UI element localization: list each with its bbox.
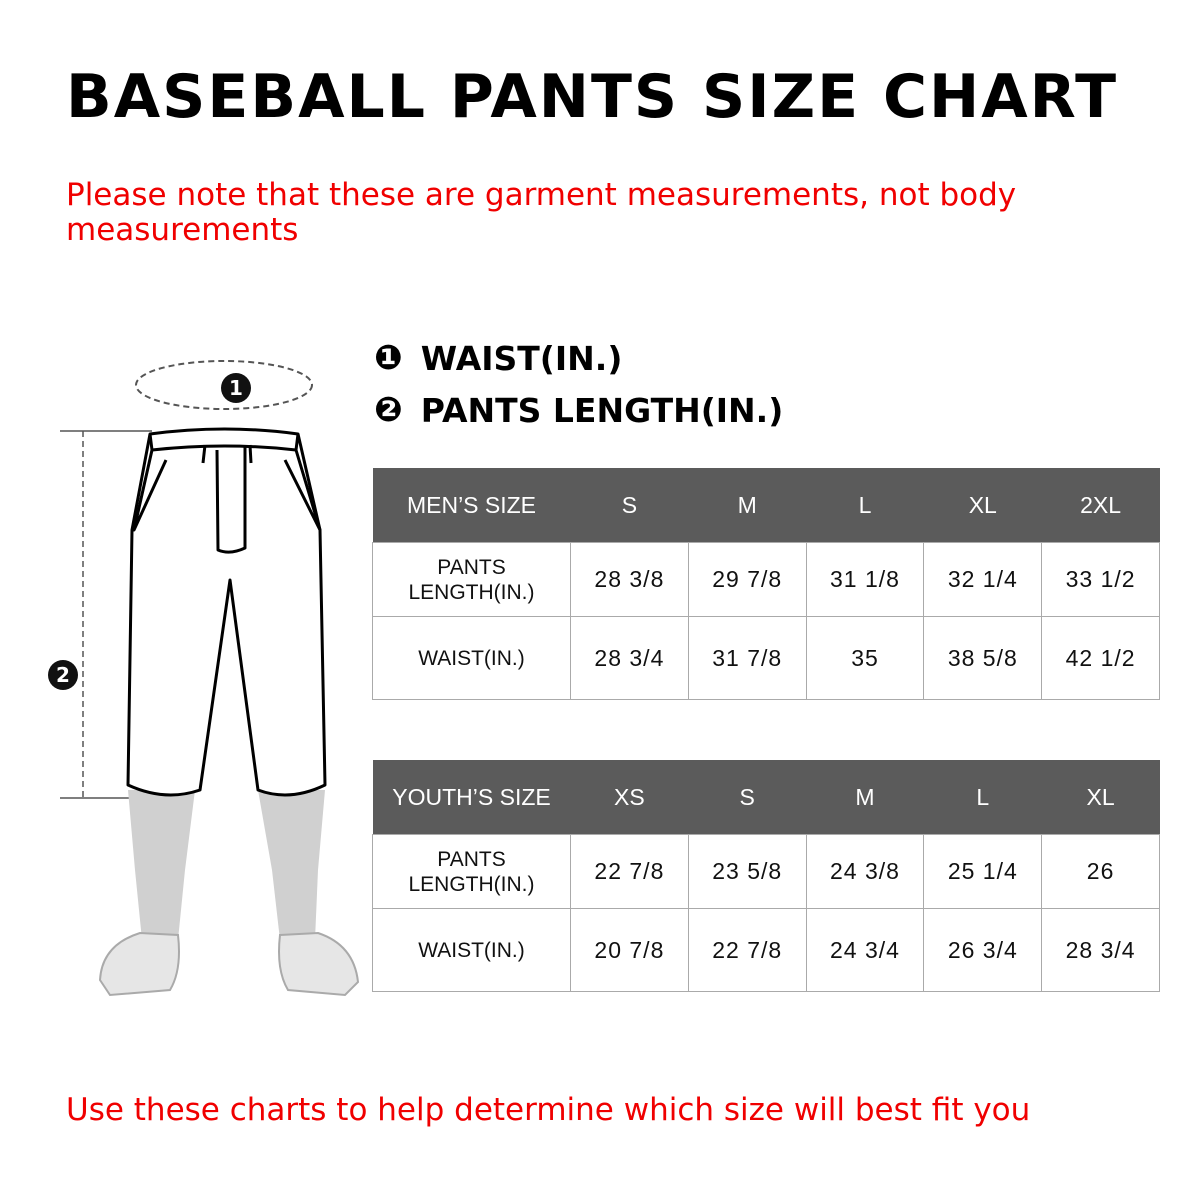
table-cell: 22 7/8 — [570, 834, 689, 909]
table-cell: 33 1/2 — [1041, 542, 1160, 617]
garment-note: Please note that these are garment measu… — [66, 177, 1017, 248]
table-row: WAIST(IN.) 20 7/8 22 7/8 24 3/4 26 3/4 2… — [372, 908, 1160, 992]
header-cell: XL — [1041, 760, 1160, 835]
legend-length: ❷ PANTS LENGTH(IN.) — [374, 390, 783, 430]
marker-2-label: 2 — [56, 663, 70, 687]
table-cell: 35 — [805, 616, 925, 700]
row-label: PANTS LENGTH(IN.) — [372, 834, 571, 909]
table-cell: 28 3/8 — [570, 542, 689, 617]
table-cell: 42 1/2 — [1041, 616, 1160, 700]
table-cell: 24 3/8 — [805, 834, 925, 909]
page-title: BASEBALL PANTS SIZE CHART — [66, 62, 1119, 132]
marker-1-label: 1 — [229, 376, 243, 400]
row-label: WAIST(IN.) — [372, 616, 571, 700]
header-cell: S — [570, 468, 689, 543]
row-label: WAIST(IN.) — [372, 908, 571, 992]
legend-label: WAIST(IN.) — [420, 338, 623, 378]
header-cell: M — [688, 468, 807, 543]
table-cell: 20 7/8 — [570, 908, 689, 992]
pants-icon — [126, 427, 327, 797]
youth-size-table: YOUTH’S SIZE XS S M L XL PANTS LENGTH(IN… — [372, 760, 1160, 992]
table-cell: 32 1/4 — [923, 542, 1043, 617]
table-cell: 31 7/8 — [687, 616, 807, 700]
table-cell: 25 1/4 — [923, 834, 1043, 909]
table-cell: 38 5/8 — [923, 616, 1043, 700]
legend-label: PANTS LENGTH(IN.) — [420, 390, 784, 430]
header-cell: MEN’S SIZE — [372, 468, 571, 543]
marker-1-icon: ❶ — [374, 338, 403, 378]
table-row: PANTS LENGTH(IN.) 28 3/8 29 7/8 31 1/8 3… — [372, 542, 1160, 617]
waist-measure-icon — [135, 360, 313, 410]
row-label: PANTS LENGTH(IN.) — [372, 542, 571, 617]
header-cell: L — [923, 760, 1042, 835]
table-header-row: YOUTH’S SIZE XS S M L XL — [372, 760, 1160, 835]
marker-1-icon — [221, 373, 251, 403]
header-cell: S — [688, 760, 807, 835]
header-cell: XL — [923, 468, 1042, 543]
table-cell: 23 5/8 — [687, 834, 807, 909]
table-cell: 26 — [1041, 834, 1160, 909]
footer-note: Use these charts to help determine which… — [66, 1092, 1031, 1128]
table-row: PANTS LENGTH(IN.) 22 7/8 23 5/8 24 3/8 2… — [372, 834, 1160, 909]
table-cell: 28 3/4 — [570, 616, 689, 700]
header-cell: YOUTH’S SIZE — [372, 760, 571, 835]
mens-size-table: MEN’S SIZE S M L XL 2XL PANTS LENGTH(IN.… — [372, 468, 1160, 700]
legend-waist: ❶ WAIST(IN.) — [374, 338, 622, 378]
header-cell: L — [806, 468, 924, 543]
marker-2-icon: ❷ — [374, 390, 403, 430]
header-cell: M — [806, 760, 924, 835]
header-cell: XS — [570, 760, 689, 835]
table-header-row: MEN’S SIZE S M L XL 2XL — [372, 468, 1160, 543]
table-cell: 24 3/4 — [805, 908, 925, 992]
marker-2-icon — [48, 660, 78, 690]
table-cell: 28 3/4 — [1041, 908, 1160, 992]
table-cell: 29 7/8 — [687, 542, 807, 617]
table-cell: 22 7/8 — [687, 908, 807, 992]
table-row: WAIST(IN.) 28 3/4 31 7/8 35 38 5/8 42 1/… — [372, 616, 1160, 700]
socks-icon — [128, 790, 325, 940]
shoes-icon — [98, 931, 360, 997]
table-cell: 31 1/8 — [805, 542, 925, 617]
header-cell: 2XL — [1041, 468, 1160, 543]
pants-illustration: 1 2 — [48, 360, 360, 997]
table-cell: 26 3/4 — [923, 908, 1043, 992]
